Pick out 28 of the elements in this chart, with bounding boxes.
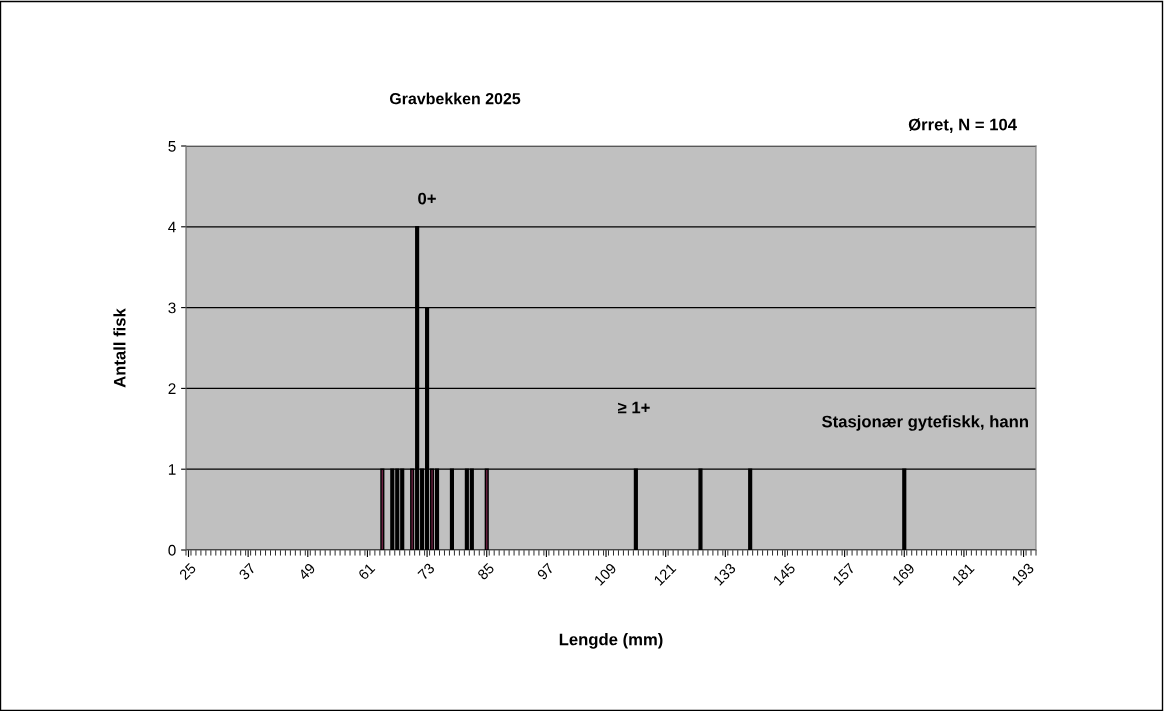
x-tick-label: 49 <box>297 562 316 581</box>
annotation: Stasjonær gytefiskk, hann <box>822 415 1028 431</box>
annotation: 0+ <box>418 192 436 205</box>
x-tick-label: 109 <box>593 562 617 586</box>
x-tick-label: 37 <box>238 562 257 581</box>
x-tick-label: 145 <box>772 562 796 586</box>
x-tick-label: 133 <box>712 562 737 586</box>
y-tick-label: 4 <box>168 221 176 233</box>
x-axis-title: Lengde (mm) <box>559 633 663 649</box>
chart-title: Gravbekken 2025 <box>389 92 521 105</box>
y-axis-title: Antall fisk <box>113 308 126 388</box>
x-tick-label: 193 <box>1011 562 1035 586</box>
x-tick-label: 181 <box>951 562 975 586</box>
x-tick-label: 61 <box>357 562 376 581</box>
annotation: ≥ 1+ <box>618 401 650 414</box>
y-tick-label: 5 <box>168 141 176 152</box>
x-tick-label: 25 <box>178 562 197 581</box>
y-tick-label: 0 <box>168 544 176 556</box>
x-tick-label: 169 <box>891 562 916 586</box>
text: Ørret, N = 104 <box>908 118 1017 133</box>
y-tick-label: 1 <box>168 464 176 475</box>
x-tick-label: 121 <box>653 562 677 586</box>
x-tick-label: 97 <box>536 562 555 581</box>
x-tick-label: 157 <box>832 562 856 586</box>
y-tick-label: 2 <box>168 383 176 394</box>
x-tick-label: 73 <box>417 562 436 581</box>
x-tick-label: 85 <box>476 562 495 581</box>
y-tick-label: 3 <box>168 302 176 314</box>
